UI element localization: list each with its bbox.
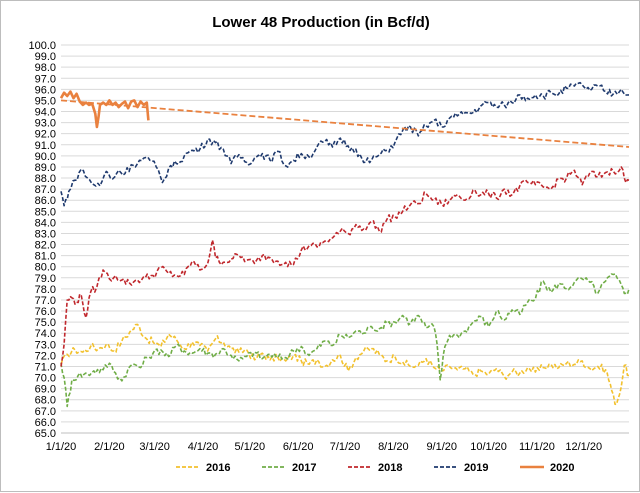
x-tick-label: 1/1/20 [46, 441, 77, 453]
x-axis-ticks: 1/1/20 2/1/20 3/1/20 4/1/20 5/1/20 6/1/20 7/1/… [46, 441, 602, 453]
x-tick-label: 6/1/20 [283, 441, 314, 453]
series-lines [59, 81, 630, 408]
y-axis-ticks: 65.066.067.068.069.070.071.072.073.074.0… [28, 40, 56, 440]
legend-label-2019: 2019 [464, 462, 488, 474]
y-tick-label: 78.0 [35, 284, 56, 296]
y-tick-label: 65.0 [35, 428, 56, 440]
y-tick-label: 97.0 [35, 73, 56, 85]
x-tick-label: 4/1/20 [188, 441, 219, 453]
y-tick-label: 73.0 [35, 339, 56, 351]
y-tick-label: 75.0 [35, 317, 56, 329]
legend-label-2016: 2016 [206, 462, 230, 474]
y-tick-label: 84.0 [35, 217, 56, 229]
series-line-2020 [59, 90, 150, 129]
x-tick-label: 5/1/20 [235, 441, 266, 453]
legend-label-2020: 2020 [550, 462, 574, 474]
series-line-2017 [60, 273, 630, 408]
y-tick-label: 81.0 [35, 251, 56, 263]
x-tick-label: 11/1/20 [519, 441, 555, 453]
y-tick-label: 88.0 [35, 173, 56, 185]
legend: 2016 2017 2018 2019 2020 [176, 462, 574, 474]
y-tick-label: 95.0 [35, 95, 56, 107]
legend-label-2018: 2018 [378, 462, 402, 474]
y-tick-label: 100.0 [28, 40, 56, 52]
y-tick-label: 96.0 [35, 84, 56, 96]
y-tick-label: 94.0 [35, 107, 56, 119]
y-tick-label: 74.0 [35, 328, 56, 340]
x-tick-label: 2/1/20 [94, 441, 125, 453]
y-tick-label: 72.0 [35, 350, 56, 362]
y-tick-label: 93.0 [35, 118, 56, 130]
y-tick-label: 83.0 [35, 228, 56, 240]
y-tick-label: 85.0 [35, 206, 56, 218]
y-tick-label: 82.0 [35, 240, 56, 252]
chart-title: Lower 48 Production (in Bcf/d) [212, 14, 430, 31]
x-tick-label: 8/1/20 [378, 441, 409, 453]
y-tick-label: 90.0 [35, 151, 56, 163]
trend-line [60, 99, 630, 148]
x-tick-label: 10/1/20 [470, 441, 507, 453]
y-tick-label: 80.0 [35, 262, 56, 274]
y-tick-label: 76.0 [35, 306, 56, 318]
x-tick-label: 7/1/20 [330, 441, 361, 453]
y-tick-label: 91.0 [35, 140, 56, 152]
y-tick-label: 89.0 [35, 162, 56, 174]
y-tick-label: 66.0 [35, 417, 56, 429]
series-line-2019 [60, 81, 630, 207]
x-tick-label: 12/1/20 [565, 441, 602, 453]
series-line-2018 [60, 166, 630, 367]
legend-label-2017: 2017 [292, 462, 316, 474]
y-tick-label: 99.0 [35, 51, 56, 63]
y-tick-label: 77.0 [35, 295, 56, 307]
y-tick-label: 86.0 [35, 195, 56, 207]
x-tick-label: 3/1/20 [139, 441, 170, 453]
y-tick-label: 92.0 [35, 129, 56, 141]
y-tick-label: 69.0 [35, 384, 56, 396]
y-tick-label: 71.0 [35, 361, 56, 373]
series-line-2016 [60, 323, 630, 406]
x-tick-label: 9/1/20 [426, 441, 457, 453]
y-tick-label: 87.0 [35, 184, 56, 196]
y-tick-label: 68.0 [35, 395, 56, 407]
y-tick-label: 67.0 [35, 406, 56, 418]
y-tick-label: 79.0 [35, 273, 56, 285]
gridlines [61, 44, 629, 434]
y-tick-label: 70.0 [35, 373, 56, 385]
y-tick-label: 98.0 [35, 62, 56, 74]
